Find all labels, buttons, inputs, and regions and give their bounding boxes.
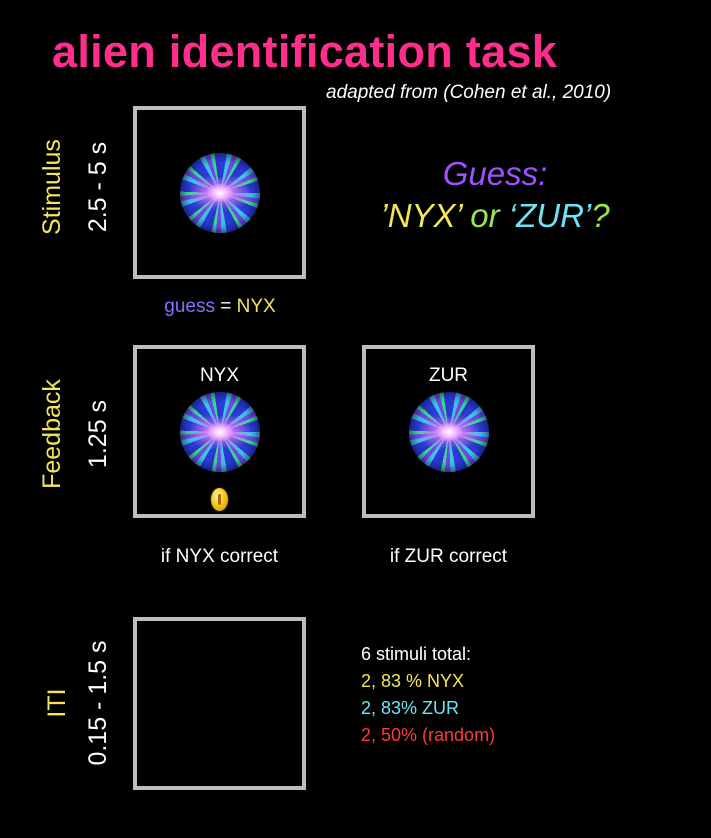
feedback-frame-nyx: NYX	[133, 345, 306, 518]
row-label-feedback: Feedback	[38, 379, 66, 489]
row-duration-iti: 0.15 - 1.5 s	[84, 640, 112, 766]
citation-subtitle: adapted from (Cohen et al., 2010)	[326, 82, 612, 103]
stimuli-summary: 6 stimuli total: 2, 83 % NYX 2, 83% ZUR …	[361, 641, 495, 749]
guess-heading: Guess:	[442, 155, 548, 192]
row-label-stimulus: Stimulus	[38, 139, 66, 235]
alien-stimulus-icon	[409, 392, 489, 472]
alien-stimulus-icon	[180, 153, 260, 233]
feedback-label-zur: ZUR	[428, 365, 469, 386]
option-nyx: ’NYX’	[380, 197, 462, 234]
iti-frame	[133, 617, 306, 790]
option-or: or	[461, 197, 509, 234]
guess-equation: guess = NYX	[135, 296, 305, 318]
feedback-label-nyx: NYX	[199, 365, 240, 386]
summary-zur: 2, 83% ZUR	[361, 698, 460, 718]
summary-random: 2, 50% (random)	[361, 725, 496, 745]
caption-zur-correct: if ZUR correct	[389, 546, 508, 567]
row-label-iti: ITI	[43, 688, 71, 718]
row-duration-feedback: 1.25 s	[84, 399, 112, 469]
summary-header: 6 stimuli total:	[361, 644, 472, 664]
gold-coin-icon	[211, 488, 228, 511]
alien-stimulus-icon	[180, 392, 260, 472]
page-title: alien identification task	[52, 26, 558, 77]
caption-nyx-correct: if NYX correct	[160, 546, 279, 567]
row-duration-stimulus: 2.5 - 5 s	[84, 141, 112, 233]
question-mark: ?	[591, 197, 610, 234]
guess-equals: =	[214, 296, 237, 317]
guess-word: guess	[164, 296, 215, 317]
guess-question: ’NYX’ or ‘ZUR’?	[330, 197, 660, 235]
guess-value: NYX	[236, 296, 276, 317]
stimulus-frame	[133, 106, 306, 279]
feedback-frame-zur: ZUR	[362, 345, 535, 518]
option-zur: ‘ZUR’	[508, 197, 592, 234]
summary-nyx: 2, 83 % NYX	[361, 671, 465, 691]
